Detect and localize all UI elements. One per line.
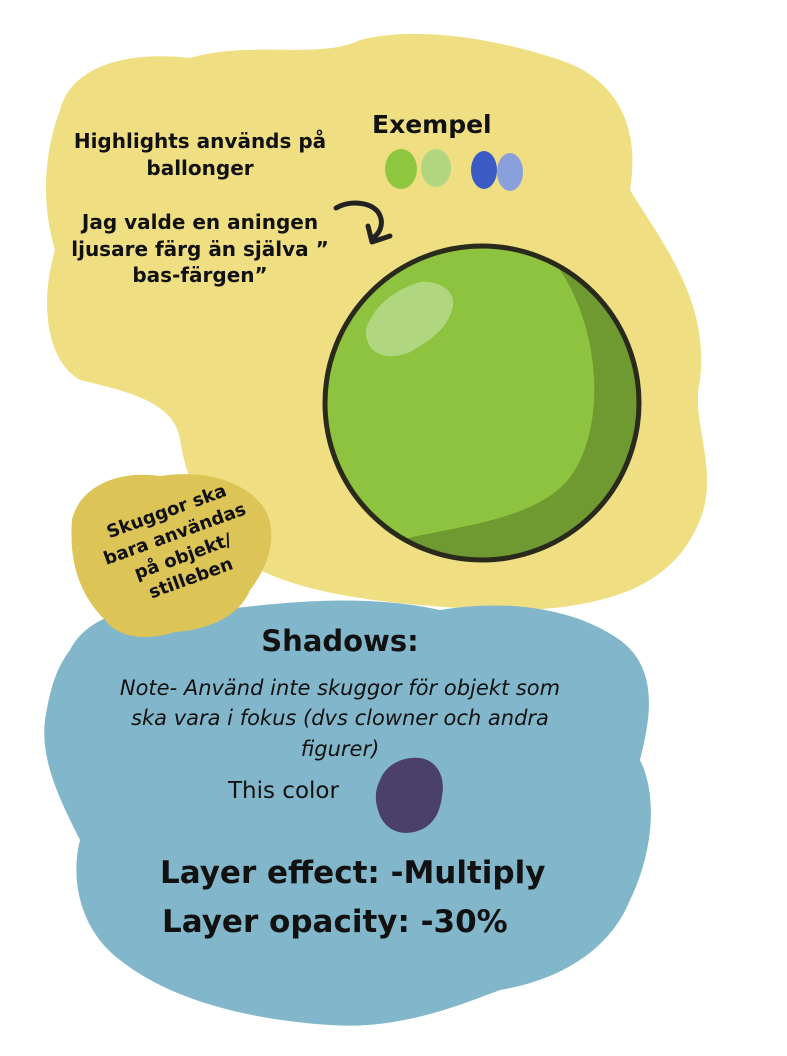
highlights-intro-line-1: Highlights används på [73,129,327,153]
highlights-intro-line-2: ballonger [146,155,254,180]
highlights-note-line-1: Jag valde en aningen [81,210,319,235]
shadows-background-blob [44,600,651,1026]
highlights-note-line-3: bas-färgen” [132,263,268,288]
shadows-note-line-1: Note- Använd inte skuggor för objekt som [119,676,561,700]
highlights-note-line-2: ljusare färg än själva ” [71,236,329,261]
swatch-blue-highlight [497,153,523,191]
example-label: Exempel [372,110,492,139]
shadows-note-line-3: figurer) [300,736,380,761]
highlights-description: Highlights används på ballonger Jag vald… [60,128,340,289]
shadows-note: Note- Använd inte skuggor för objekt som… [80,673,600,764]
layer-effect-text: Layer effect: -Multiply [160,855,546,891]
arrow-head-icon [365,223,393,245]
highlights-note: Jag valde en aningen ljusare färg än sjä… [60,209,340,289]
swatch-blue-base [471,151,497,189]
shadows-note-line-2: ska vara i fokus (dvs clowner och andra [131,706,549,731]
highlights-intro: Highlights används på ballonger [60,128,340,181]
shadow-color-swatch [375,757,443,833]
shadow-rule-blob [71,474,272,637]
layer-opacity-text: Layer opacity: -30% [162,904,508,940]
swatch-green-base [385,149,417,189]
swatch-green-highlight [421,149,451,187]
shadows-title: Shadows: [261,624,419,658]
curvy-arrow-icon [333,200,384,241]
shadow-color-label: This color [228,778,339,804]
